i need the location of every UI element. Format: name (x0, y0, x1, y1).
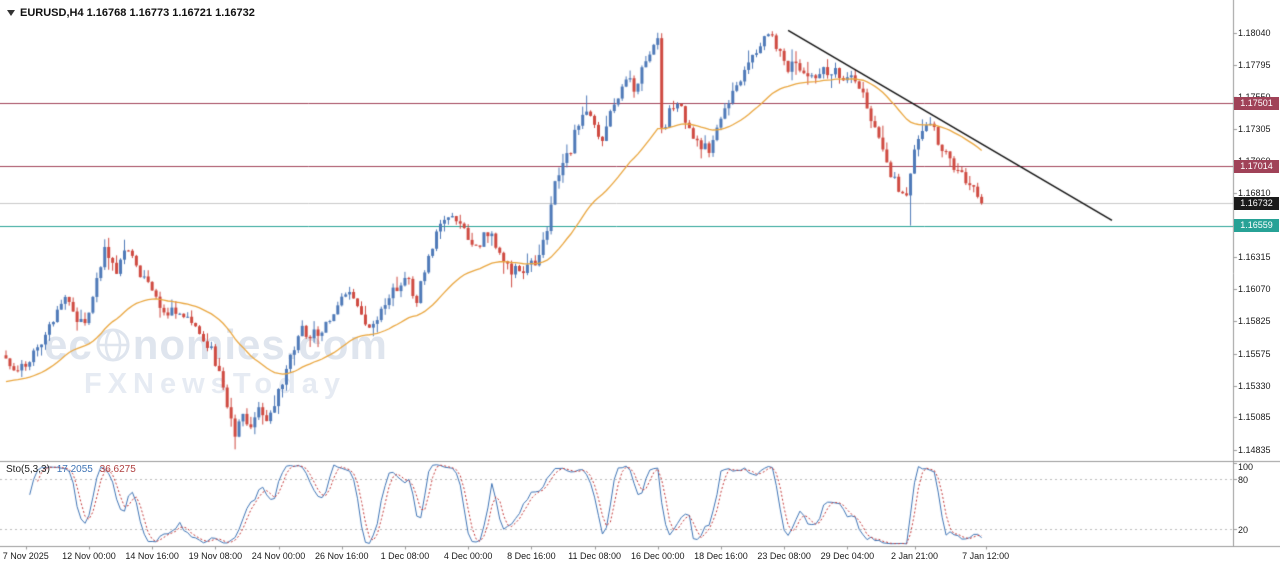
symbol-info: EURUSD,H4 1.16768 1.16773 1.16721 1.1673… (7, 7, 255, 19)
level-price-tag: 1.17014 (1234, 159, 1279, 173)
y-axis-price-label: 1.15330 (1238, 380, 1271, 391)
level-price-tag: 1.16559 (1234, 219, 1279, 233)
x-axis-time-label: 26 Nov 16:00 (314, 551, 369, 561)
symbol-ohlc-text: EURUSD,H4 1.16768 1.16773 1.16721 1.1673… (20, 7, 255, 19)
x-axis-time-label: 12 Nov 00:00 (62, 551, 116, 561)
indicator-signal-value: 36.6275 (99, 464, 136, 475)
x-axis-time-label: 7 Jan 12:00 (962, 551, 1010, 561)
indicator-axis-label: 80 (1238, 475, 1249, 486)
x-axis-time-label: 14 Nov 16:00 (125, 551, 179, 561)
x-axis-time-label: 29 Dec 04:00 (820, 551, 875, 561)
y-axis-price-label: 1.16315 (1238, 252, 1271, 263)
y-axis-price-label: 1.15825 (1238, 316, 1271, 327)
current-price-tag: 1.16732 (1234, 196, 1279, 210)
x-axis-time-label: 4 Dec 00:00 (443, 551, 493, 561)
y-axis-price-label: 1.18040 (1238, 28, 1271, 38)
x-axis-time-label: 23 Dec 08:00 (757, 551, 811, 561)
x-axis-time-label: 18 Dec 16:00 (694, 551, 748, 561)
x-axis-time-label: 7 Nov 2025 (2, 551, 49, 561)
x-axis-time-label: 8 Dec 16:00 (507, 551, 556, 561)
y-axis-price-label: 1.15085 (1238, 412, 1271, 423)
level-price-tag: 1.17501 (1234, 96, 1279, 110)
x-axis-time-label: 24 Nov 00:00 (251, 551, 306, 561)
indicator-name: Sto(5,3,3) (6, 464, 50, 475)
x-axis-time-label: 11 Dec 08:00 (568, 551, 621, 561)
x-axis-time-label: 19 Nov 08:00 (188, 551, 243, 561)
y-axis-price-label: 1.14835 (1238, 445, 1271, 455)
indicator-main-value: 17.2055 (56, 464, 93, 475)
x-axis-time-label: 16 Dec 00:00 (630, 551, 685, 561)
x-axis-time-label: 2 Jan 21:00 (890, 551, 939, 561)
y-axis-price-label: 1.15575 (1238, 348, 1271, 359)
dropdown-triangle-icon (7, 10, 15, 16)
indicator-axis-label: 100 (1238, 462, 1254, 472)
y-axis-price-label: 1.17305 (1238, 123, 1271, 134)
y-axis-price-label: 1.17795 (1238, 59, 1271, 70)
indicator-label: Sto(5,3,3) 17.2055 36.6275 (6, 464, 136, 475)
y-axis-price-label: 1.16070 (1238, 284, 1271, 295)
y-axis-price-label: 1.16810 (1238, 188, 1271, 199)
indicator-axis-label: 20 (1238, 524, 1249, 535)
x-axis-time-label: 1 Dec 08:00 (380, 551, 430, 561)
